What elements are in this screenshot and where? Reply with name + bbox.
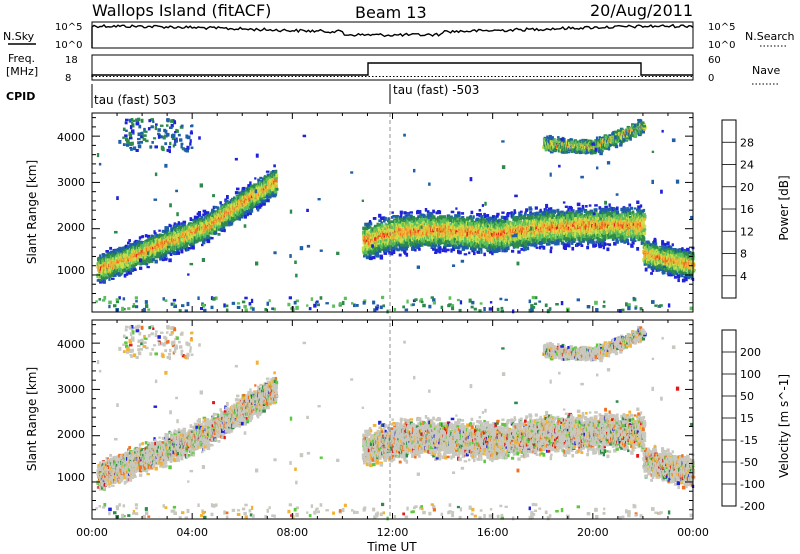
power-cell [396, 215, 399, 218]
nave-tick-bottom: 0 [708, 73, 714, 84]
power-cell [414, 249, 416, 252]
power-cell [418, 248, 421, 251]
cpid-left-text: tau (fast) 503 [94, 93, 176, 107]
power-cell [425, 208, 427, 212]
power-cell [392, 215, 395, 218]
power-heatmap-data [95, 118, 695, 314]
nave-tick-top: 60 [708, 55, 721, 66]
power-cell [275, 185, 278, 188]
power-cell [201, 216, 204, 219]
power-cell [380, 256, 384, 260]
power-cell [373, 217, 377, 220]
noise-tick-top-right: 10^5 [708, 22, 735, 33]
power-cell [190, 217, 192, 221]
noise-sky-line [92, 25, 693, 48]
power-cell [370, 223, 372, 226]
power-cell [168, 258, 172, 262]
power-cell [142, 235, 145, 238]
power-cell [164, 257, 168, 259]
power-cell [241, 215, 244, 219]
power-cell [403, 211, 406, 214]
power-cell [128, 239, 131, 242]
power-cell [207, 239, 211, 243]
power-cell [176, 252, 180, 255]
power-cell [391, 211, 394, 213]
power-cell [226, 195, 229, 199]
power-cell [400, 214, 402, 218]
freq-label: Freq. [8, 52, 35, 65]
power-cell [274, 180, 276, 183]
power-cell [158, 230, 161, 232]
power-cell [169, 225, 172, 228]
power-cell [173, 251, 177, 255]
power-cell [384, 217, 387, 221]
freq-tick-top: 18 [65, 55, 78, 66]
power-cell [152, 258, 155, 261]
date-label: 20/Aug/2011 [590, 1, 693, 20]
power-cell [391, 220, 394, 223]
power-cell [409, 211, 413, 213]
power-cell [372, 256, 376, 259]
power-cell [384, 252, 388, 255]
nsky-label: N.Sky [3, 30, 35, 43]
freq-line [92, 63, 693, 77]
power-cell [105, 276, 108, 279]
power-cell [192, 247, 194, 250]
power-cell [198, 211, 201, 214]
power-cell [369, 220, 371, 223]
noise-panel [92, 22, 693, 48]
power-cell [111, 278, 115, 280]
nave-label: Nave [752, 64, 780, 77]
freq-panel [92, 55, 693, 80]
beam-label: Beam 13 [355, 3, 427, 22]
power-cell [224, 229, 226, 232]
power-cell [275, 188, 278, 191]
power-cell [432, 210, 435, 214]
power-cell [266, 171, 270, 173]
cpid-label: CPID [6, 90, 35, 103]
noise-tick-bottom-right: 10^0 [708, 40, 735, 51]
power-cell [247, 212, 249, 215]
power-cell [250, 209, 253, 213]
nsearch-label: N.Search [745, 30, 795, 43]
power-cell [249, 181, 251, 185]
noise-tick-top-left: 10^5 [55, 22, 82, 33]
power-cell [155, 260, 158, 264]
freq-unit: [MHz] [6, 65, 38, 78]
power-cell [376, 254, 379, 258]
power-cell [198, 214, 201, 217]
power-cell [419, 210, 422, 214]
power-cell [433, 215, 436, 219]
power-cell [147, 266, 150, 268]
title: Wallops Island (fitACF) [92, 1, 271, 20]
power-cell [133, 269, 136, 272]
power-cell [214, 231, 217, 234]
power-cell [363, 255, 366, 257]
cpid-right-text: tau (fast) -503 [393, 83, 479, 97]
power-cell [254, 177, 256, 179]
power-cell [272, 170, 275, 173]
power-cell [139, 267, 142, 270]
power-cell [211, 237, 214, 239]
power-cell [236, 188, 240, 191]
noise-tick-bottom-left: 10^0 [55, 40, 82, 51]
power-cell [393, 250, 396, 254]
power-cell [267, 199, 269, 202]
power-cell [367, 223, 369, 227]
power-cell [108, 278, 110, 281]
freq-tick-bottom: 8 [65, 73, 71, 84]
power-cell [406, 247, 409, 251]
power-cell [430, 217, 432, 221]
power-cell [275, 170, 277, 172]
power-cell [273, 164, 276, 167]
power-cell [399, 254, 402, 257]
power-cell [275, 174, 278, 178]
power-cell [406, 253, 409, 257]
power-cell [242, 187, 245, 190]
power-cell [180, 250, 183, 254]
power-cell [178, 221, 180, 225]
power-cell [109, 247, 112, 250]
power-cell [385, 223, 387, 226]
